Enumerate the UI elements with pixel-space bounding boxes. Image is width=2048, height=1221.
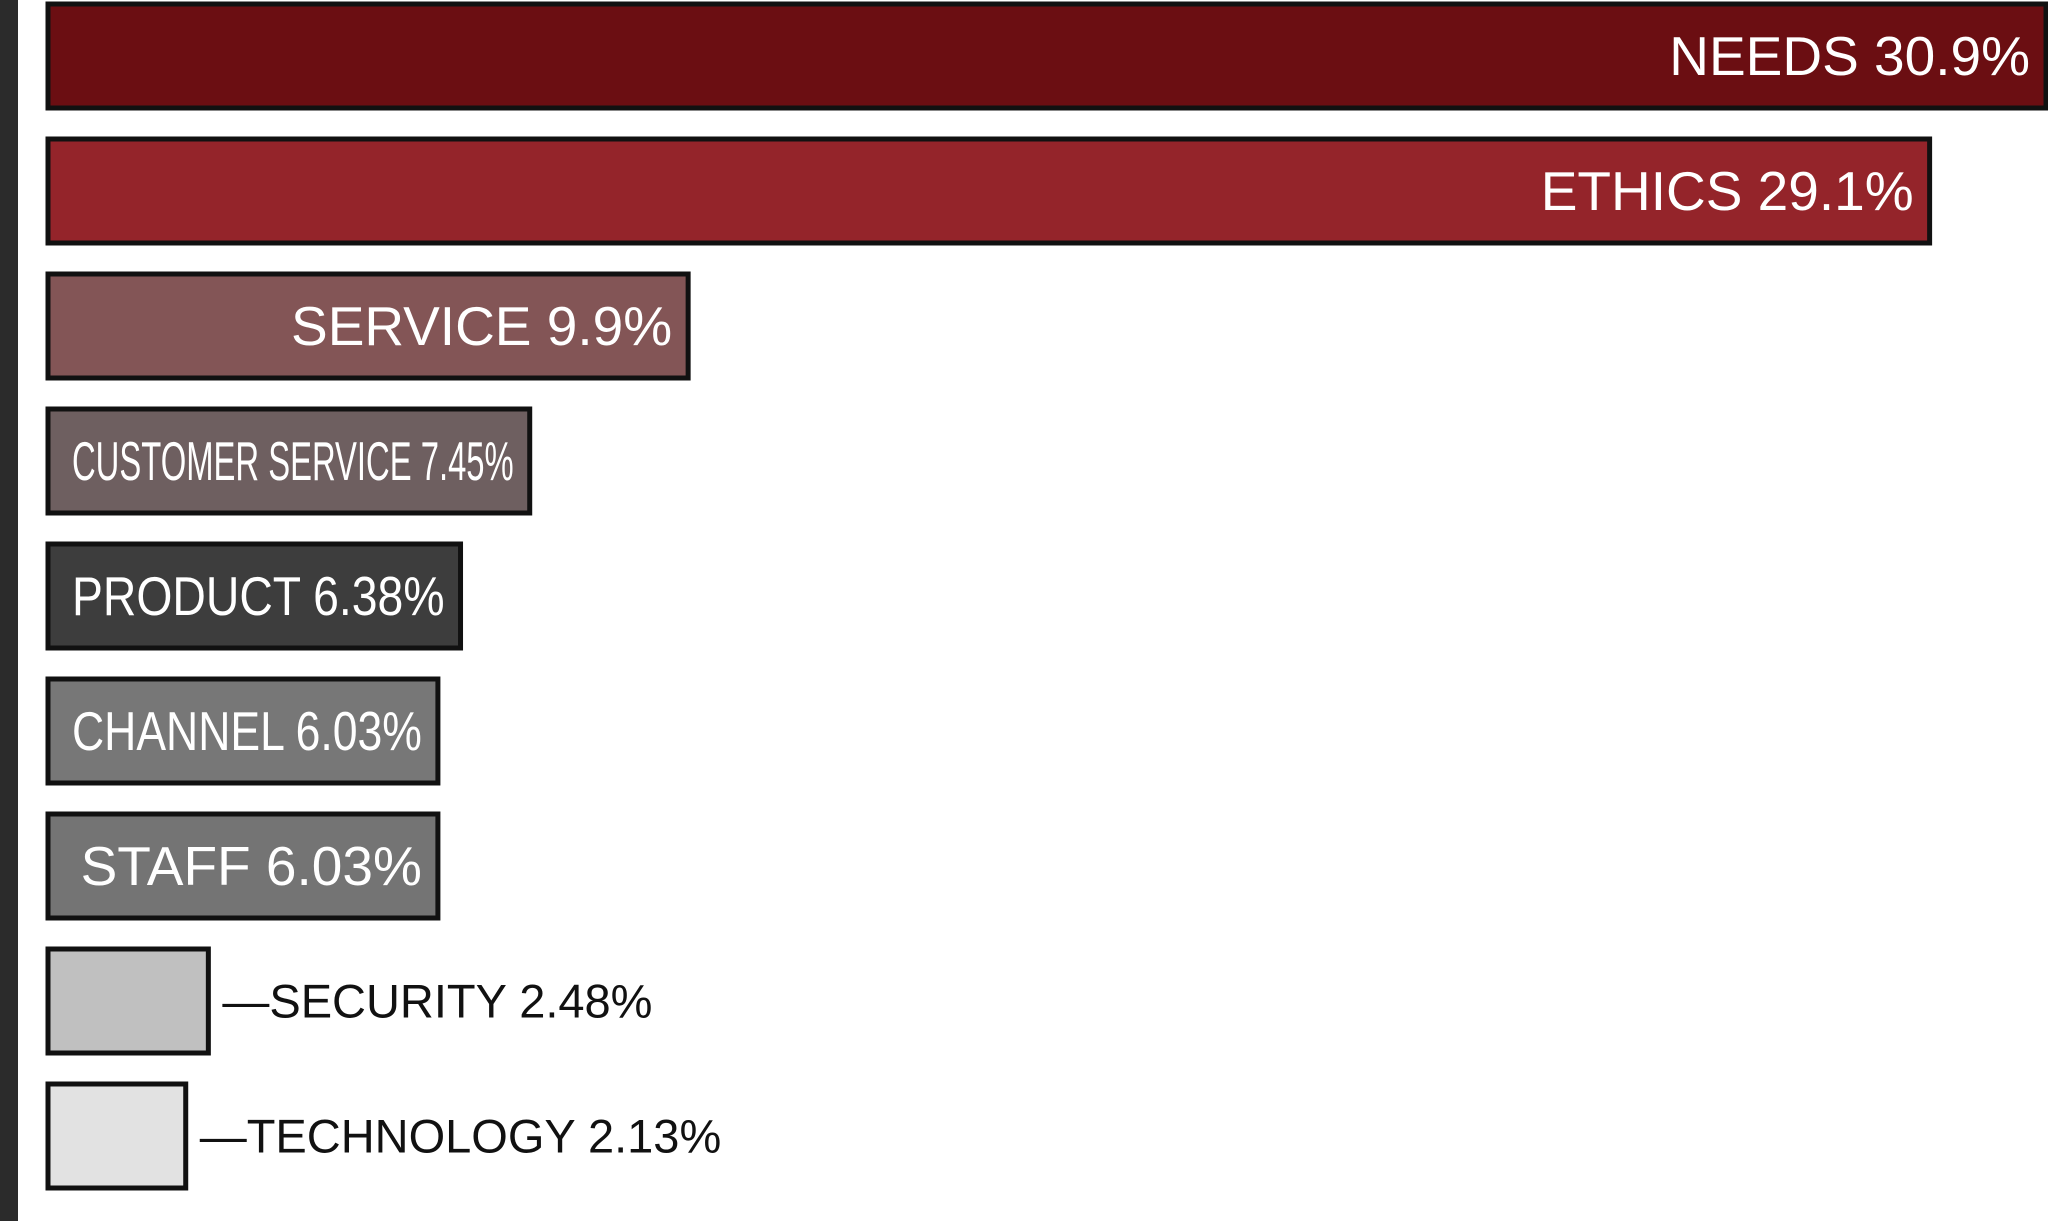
- left-axis-bar: [0, 0, 18, 1221]
- bar-label-staff: STAFF 6.03%: [81, 835, 422, 897]
- bar-label-security: —SECURITY 2.48%: [222, 975, 652, 1028]
- bar-label-needs: NEEDS 30.9%: [1669, 25, 2030, 87]
- bar-customer-service: [45, 406, 533, 516]
- bar-service: [45, 271, 691, 381]
- bar-label-service: SERVICE 9.9%: [291, 295, 672, 357]
- bar-staff: [45, 811, 441, 921]
- bar-label-product: PRODUCT 6.38%: [72, 565, 445, 627]
- bar-technology: [45, 1081, 189, 1191]
- bar-product: [45, 541, 464, 651]
- bar-label-ethics: ETHICS 29.1%: [1541, 160, 1914, 222]
- bar-label-customer-service: CUSTOMER SERVICE 7.45%: [72, 430, 514, 492]
- bar-label-channel: CHANNEL 6.03%: [72, 700, 422, 762]
- bars-group: NEEDS 30.9% ETHICS 29.1% SERVICE 9.9% CUSTO…: [45, 1, 2048, 1191]
- bar-channel: [45, 676, 441, 786]
- bar-label-technology: —TECHNOLOGY 2.13%: [200, 1110, 722, 1163]
- bar-needs: [45, 1, 2048, 111]
- bar-ethics: [45, 136, 1933, 246]
- bar-security: [45, 946, 211, 1056]
